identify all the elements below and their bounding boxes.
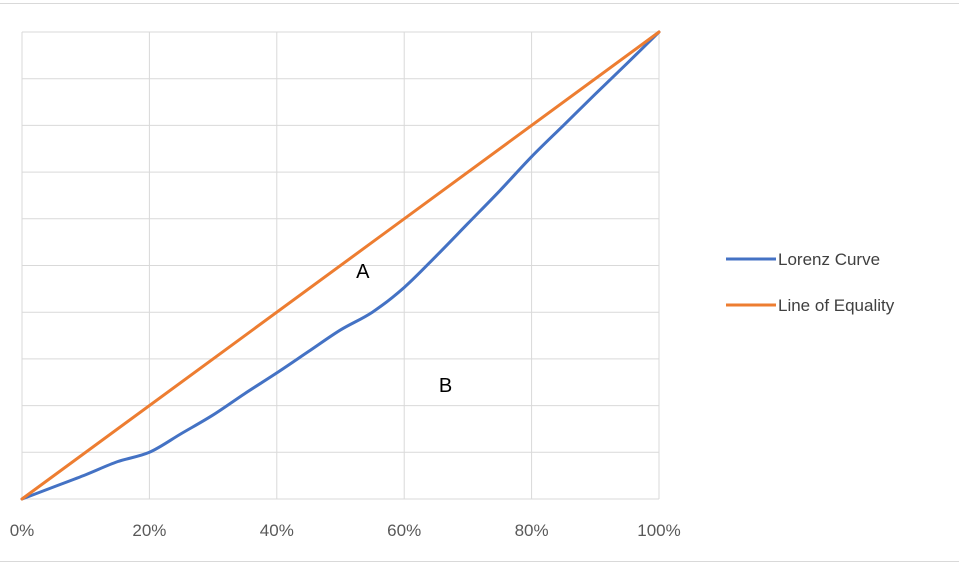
- x-tick-label: 40%: [260, 521, 294, 540]
- x-tick-label: 80%: [515, 521, 549, 540]
- annotation-label: B: [439, 375, 452, 397]
- legend-label-line-of-equality: Line of Equality: [778, 296, 895, 315]
- series-line-lorenz-curve: [20, 30, 661, 501]
- gridlines: [21, 31, 660, 500]
- x-tick-label: 60%: [387, 521, 421, 540]
- annotation-label: A: [356, 261, 370, 283]
- series-line-line-of-equality: [20, 30, 661, 501]
- legend-label-lorenz-curve: Lorenz Curve: [778, 250, 880, 269]
- x-tick-label: 20%: [132, 521, 166, 540]
- x-tick-label: 0%: [10, 521, 35, 540]
- x-tick-label: 100%: [637, 521, 680, 540]
- series-lines: [20, 30, 661, 501]
- x-axis-ticks: 0% 20% 40% 60% 80% 100%: [10, 521, 681, 540]
- legend: Lorenz Curve Line of Equality: [726, 250, 895, 315]
- annotations: AB: [356, 261, 452, 397]
